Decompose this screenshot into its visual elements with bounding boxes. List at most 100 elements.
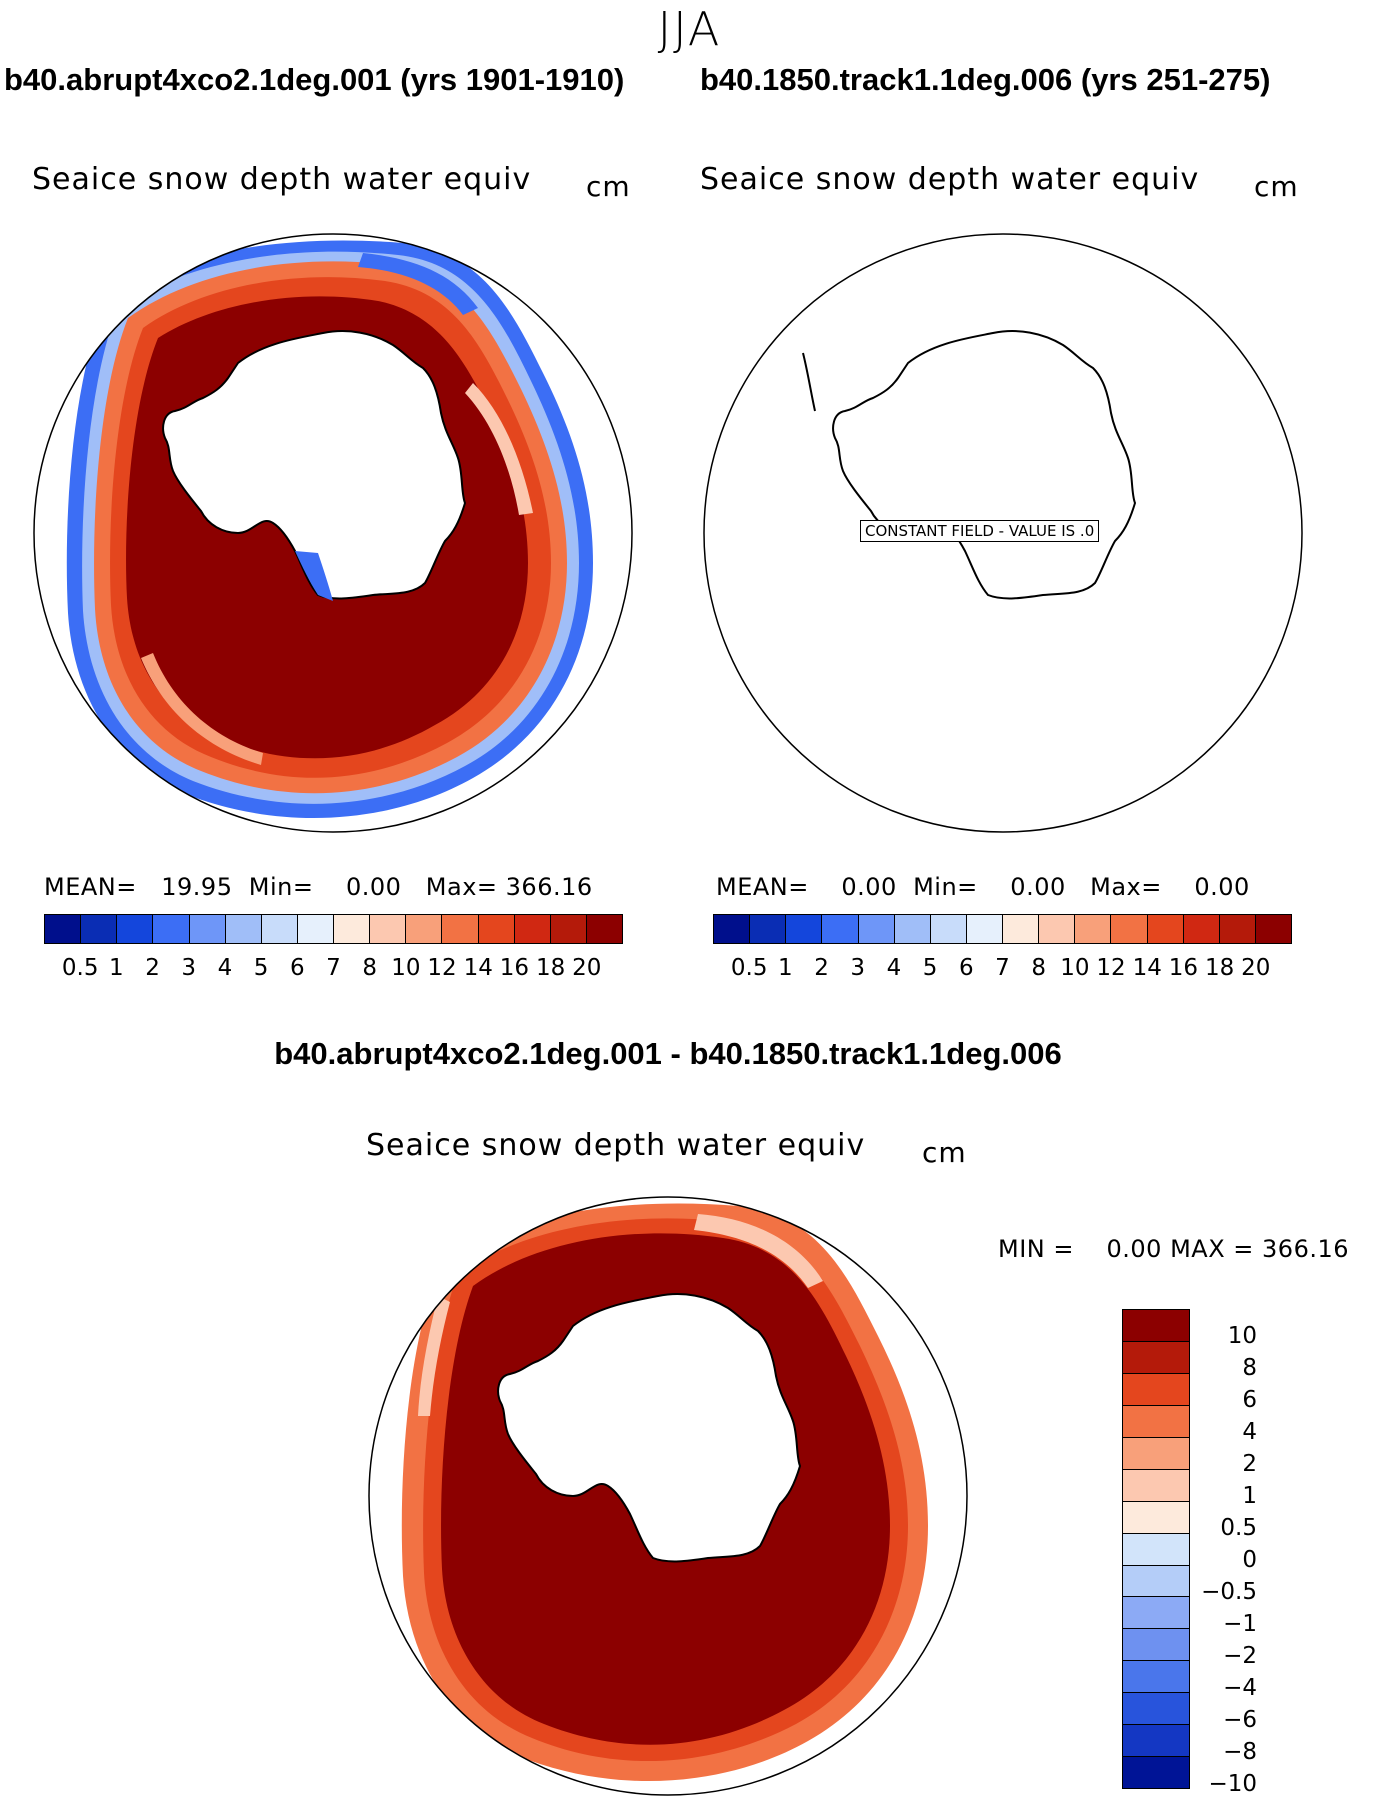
diff-colorbar-swatch: [1123, 1469, 1189, 1502]
right-colorbar-swatch: [786, 915, 823, 943]
diff-stats: MIN = 0.00 MAX = 366.16: [998, 1235, 1349, 1263]
diff-colorbar-swatch: [1123, 1533, 1189, 1566]
left-colorbar-swatch: [406, 915, 443, 943]
diff-colorbar-swatch: [1123, 1405, 1189, 1438]
right-colorbar-tick-label: 6: [958, 955, 974, 981]
right-colorbar-swatch: [858, 915, 895, 943]
left-colorbar: [44, 914, 623, 944]
diff-map: [368, 1196, 968, 1796]
left-units-label: cm: [586, 170, 631, 203]
diff-colorbar-tick-label: −6: [1223, 1707, 1257, 1734]
diff-units-label: cm: [922, 1136, 967, 1169]
diff-colorbar-tick-label: −2: [1223, 1643, 1257, 1670]
left-colorbar-tick-label: 16: [499, 955, 530, 981]
left-colorbar-labels: 0.5 1 2 3 4 5 6 7 8 10 12 14 16 18 20: [44, 955, 623, 985]
diff-colorbar-tick-label: 4: [1242, 1419, 1257, 1446]
diff-colorbar-swatch: [1123, 1565, 1189, 1598]
left-colorbar-swatch: [45, 915, 82, 943]
diff-colorbar-tick-label: 8: [1242, 1355, 1257, 1382]
right-colorbar-swatch: [714, 915, 751, 943]
left-colorbar-tick-label: 10: [391, 955, 421, 981]
diff-colorbar-swatch: [1123, 1661, 1189, 1694]
diff-colorbar-tick-label: −0.5: [1201, 1579, 1257, 1606]
left-stats: MEAN= 19.95 Min= 0.00 Max= 366.16: [44, 873, 593, 901]
right-colorbar-tick-label: 8: [1031, 955, 1047, 981]
right-colorbar-swatch: [1255, 915, 1291, 943]
right-colorbar-tick-label: 3: [850, 955, 866, 981]
diff-case-title: b40.abrupt4xco2.1deg.001 - b40.1850.trac…: [274, 1036, 1062, 1071]
left-colorbar-swatch: [586, 915, 622, 943]
diff-colorbar-swatch: [1123, 1501, 1189, 1534]
right-colorbar: [713, 914, 1292, 944]
left-colorbar-swatch: [550, 915, 587, 943]
right-colorbar-tick-label: 12: [1096, 955, 1126, 981]
left-colorbar-swatch: [153, 915, 190, 943]
diff-max-label: MAX =: [1170, 1235, 1254, 1263]
left-colorbar-swatch: [261, 915, 298, 943]
left-colorbar-tick-label: 18: [535, 955, 566, 981]
left-colorbar-tick-label: 2: [145, 955, 160, 981]
right-colorbar-swatch: [894, 915, 931, 943]
left-colorbar-tick-label: 14: [463, 955, 493, 981]
right-colorbar-tick-label: 16: [1168, 955, 1199, 981]
left-mean-label: MEAN=: [44, 873, 137, 901]
diff-colorbar-swatch: [1123, 1725, 1189, 1758]
right-colorbar-tick-label: 0.5: [730, 955, 768, 981]
diff-colorbar: [1122, 1309, 1190, 1789]
diff-colorbar-tick-label: 2: [1242, 1451, 1257, 1478]
right-colorbar-swatch: [930, 915, 967, 943]
diff-colorbar-tick-label: 0: [1242, 1547, 1257, 1574]
left-min-label: Min=: [248, 873, 314, 901]
left-colorbar-swatch: [442, 915, 479, 943]
right-colorbar-swatch: [1111, 915, 1148, 943]
right-colorbar-labels: 0.5 1 2 3 4 5 6 7 8 10 12 14 16 18 20: [713, 955, 1292, 985]
left-mean-value: 19.95: [161, 873, 233, 901]
right-colorbar-tick-label: 18: [1204, 955, 1235, 981]
right-colorbar-swatch: [966, 915, 1003, 943]
diff-colorbar-swatch: [1123, 1341, 1189, 1374]
left-colorbar-tick-label: 0.5: [61, 955, 99, 981]
diff-colorbar-tick-label: 6: [1242, 1387, 1257, 1414]
right-colorbar-swatch: [1039, 915, 1076, 943]
left-colorbar-swatch: [225, 915, 262, 943]
right-colorbar-swatch: [1183, 915, 1220, 943]
diff-colorbar-tick-label: −1: [1223, 1611, 1257, 1638]
diff-colorbar-swatch: [1123, 1629, 1189, 1662]
left-colorbar-tick-label: 6: [289, 955, 305, 981]
right-colorbar-tick-label: 14: [1132, 955, 1162, 981]
diff-colorbar-swatch: [1123, 1757, 1189, 1789]
right-max-label: Max=: [1090, 873, 1162, 901]
right-colorbar-tick-label: 2: [814, 955, 829, 981]
diff-colorbar-tick-label: 0.5: [1220, 1515, 1257, 1542]
diff-colorbar-tick-label: −8: [1223, 1739, 1257, 1766]
left-colorbar-tick-label: 12: [427, 955, 457, 981]
left-colorbar-swatch: [189, 915, 226, 943]
left-colorbar-tick-label: 4: [217, 955, 233, 981]
left-map-field: [66, 240, 593, 819]
right-min-label: Min=: [913, 873, 978, 901]
left-colorbar-tick-label: 1: [109, 955, 124, 981]
left-variable-label: Seaice snow depth water equiv: [32, 162, 532, 197]
season-title: JJA: [657, 2, 722, 56]
diff-colorbar-swatch: [1123, 1437, 1189, 1470]
left-colorbar-swatch: [117, 915, 154, 943]
diff-colorbar-tick-label: 10: [1227, 1323, 1257, 1350]
left-colorbar-swatch: [478, 915, 515, 943]
left-colorbar-tick-label: 8: [362, 955, 378, 981]
right-colorbar-swatch: [1075, 915, 1112, 943]
diff-colorbar-swatch: [1123, 1310, 1189, 1342]
right-mean-value: 0.00: [841, 873, 897, 901]
right-colorbar-swatch: [822, 915, 859, 943]
right-mean-label: MEAN=: [716, 873, 809, 901]
right-colorbar-tick-label: 1: [778, 955, 793, 981]
right-colorbar-tick-label: 4: [886, 955, 902, 981]
right-max-value: 0.00: [1194, 873, 1250, 901]
left-colorbar-swatch: [514, 915, 551, 943]
diff-min-value: 0.00: [1106, 1235, 1162, 1263]
left-colorbar-swatch: [370, 915, 407, 943]
diff-colorbar-tick-label: −4: [1223, 1675, 1257, 1702]
right-colorbar-tick-label: 5: [922, 955, 938, 981]
right-colorbar-tick-label: 7: [995, 955, 1010, 981]
right-units-label: cm: [1254, 170, 1299, 203]
right-colorbar-tick-label: 10: [1060, 955, 1090, 981]
